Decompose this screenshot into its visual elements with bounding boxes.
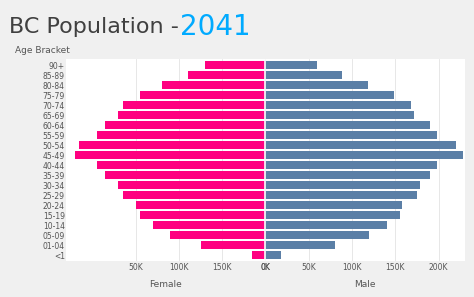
- Bar: [153, 221, 265, 229]
- Bar: [265, 91, 393, 99]
- Bar: [265, 251, 281, 259]
- Bar: [97, 131, 265, 139]
- Text: Female: Female: [149, 279, 182, 289]
- Bar: [265, 151, 463, 159]
- Bar: [265, 161, 437, 169]
- Bar: [265, 111, 414, 119]
- Bar: [265, 171, 430, 179]
- Bar: [265, 241, 335, 249]
- Text: Male: Male: [354, 279, 376, 289]
- Bar: [118, 111, 265, 119]
- Text: Age Bracket: Age Bracket: [15, 46, 70, 55]
- Bar: [123, 101, 265, 109]
- Bar: [265, 201, 402, 209]
- Bar: [79, 141, 265, 149]
- Bar: [105, 121, 265, 129]
- Bar: [265, 81, 367, 89]
- Bar: [265, 101, 411, 109]
- Bar: [265, 121, 430, 129]
- Bar: [265, 181, 419, 189]
- Bar: [265, 71, 342, 79]
- Bar: [265, 61, 318, 69]
- Bar: [118, 181, 265, 189]
- Bar: [265, 131, 437, 139]
- Bar: [265, 191, 417, 199]
- Bar: [188, 71, 265, 79]
- Bar: [265, 221, 387, 229]
- Bar: [265, 141, 456, 149]
- Bar: [253, 251, 265, 259]
- Bar: [75, 151, 265, 159]
- Bar: [265, 231, 369, 239]
- Bar: [140, 211, 265, 219]
- Bar: [162, 81, 265, 89]
- Bar: [97, 161, 265, 169]
- Bar: [205, 61, 265, 69]
- Bar: [140, 91, 265, 99]
- Bar: [265, 211, 400, 219]
- Text: 2041: 2041: [180, 13, 251, 41]
- Bar: [170, 231, 265, 239]
- Bar: [105, 171, 265, 179]
- Bar: [201, 241, 265, 249]
- Bar: [136, 201, 265, 209]
- Bar: [123, 191, 265, 199]
- Text: BC Population -: BC Population -: [9, 17, 186, 37]
